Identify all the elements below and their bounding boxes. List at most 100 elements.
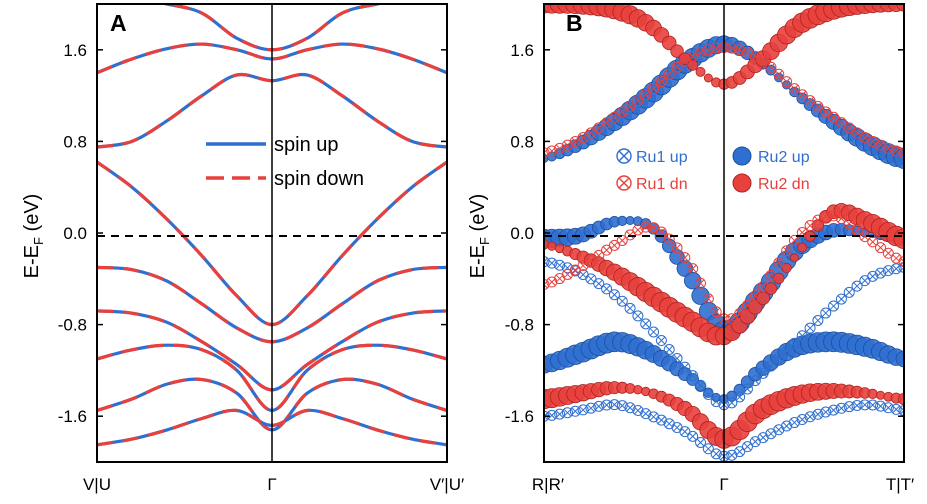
point-ru1-up [569,405,581,417]
point-ru1-up [812,314,824,326]
point-ru2-dn [896,4,904,12]
point-ru1-dn [601,244,613,256]
point-ru1-dn [616,234,628,246]
panel-b-xtick-2: T|T′ [886,475,914,494]
point-ru1-up [867,399,879,411]
point-ru1-up [749,375,761,387]
point-ru1-dn [593,249,605,261]
point-ru1-up [702,443,714,455]
point-ru1-up [601,283,613,295]
point-ru1-up [585,402,597,414]
point-ru1-up [898,404,904,416]
point-ru1-dn [554,273,566,285]
point-ru1-up [749,436,761,448]
panel-b-yticks: 1.6 0.8 0.0 -0.8 -1.6 [505,41,904,426]
point-ru1-dn [773,68,785,80]
point-ru1-up [663,418,675,430]
panel-a-yticks: 1.6 0.8 0.0 -0.8 -1.6 [58,41,447,426]
panel-b-ytick-label: 1.6 [510,41,534,60]
point-ru1-up [820,307,832,319]
point-ru1-up [820,406,832,418]
panel-b: 1.6 0.8 0.0 -0.8 -1.6 R|R′ Γ T|T′ B E-EF (eV… [467,3,914,494]
point-ru1-up [608,289,620,301]
legend-ru2-dn-label: Ru2 dn [758,176,810,193]
point-ru1-dn [734,308,746,320]
panel-a: 1.6 0.8 0.0 -0.8 -1.6 V|U Γ V′|U′ A E-EF (eV… [21,3,464,494]
point-ru1-up [679,426,691,438]
point-ru1-up [843,401,855,413]
panel-a-legend: spin up spin down [206,134,364,190]
legend-spin-up-label: spin up [274,134,339,156]
point-ru1-dn [757,281,769,293]
point-ru1-dn [820,106,832,118]
point-ru1-dn [726,313,738,325]
point-ru1-dn [773,257,785,269]
point-ru1-up [741,383,753,395]
point-ru2-dn [547,241,557,251]
point-ru2-up [691,286,710,305]
point-ru1-up [601,399,613,411]
point-ru1-up [734,391,746,403]
point-ru1-up [648,326,660,338]
point-ru1-up [695,436,707,448]
point-ru2-dn [797,242,808,253]
point-ru1-up [624,302,636,314]
point-ru1-dn [882,247,894,259]
point-ru1-up [585,273,597,285]
point-ru1-dn [671,242,683,254]
point-ru1-dn [890,145,902,157]
point-ru1-up [671,352,683,364]
point-ru1-dn [585,127,597,139]
point-ru1-up [828,404,840,416]
legend-spin-down-label: spin down [274,168,364,190]
legend-ru2-dn-marker [732,173,752,193]
point-ru1-up [765,428,777,440]
panel-a-xtick-1: Γ [267,475,276,494]
point-ru1-up [851,280,863,292]
point-ru1-up [544,256,550,268]
point-ru1-dn [710,306,722,318]
panel-b-label: B [566,10,583,36]
panel-b-xtick-0: R|R′ [532,475,564,494]
point-ru2-dn [867,388,878,400]
point-ru1-up [835,402,847,414]
point-ru1-up [577,404,589,416]
point-ru1-up [859,399,871,411]
point-ru1-dn [898,147,904,159]
point-ru1-up [726,397,738,409]
point-ru1-up [687,370,699,382]
point-ru1-dn [890,252,902,264]
point-ru1-dn [702,44,714,56]
point-ru1-up [765,360,777,372]
panel-a-xtick-0: V|U [83,475,111,494]
point-ru1-dn [710,42,722,54]
panel-b-ytick-label: 0.0 [510,224,534,243]
panel-b-bands [544,4,904,462]
point-ru1-dn [835,213,847,225]
point-ru1-up [898,261,904,273]
point-ru1-dn [788,234,800,246]
panel-a-xtick-2: V′|U′ [430,475,464,494]
panel-a-ylabel: E-EF (eV) [21,194,46,279]
point-ru1-dn [679,55,691,67]
point-ru1-dn [624,100,636,112]
point-ru1-up [577,269,589,281]
band-7-spin-down [97,377,447,432]
point-ru1-up [616,295,628,307]
point-ru1-up [726,449,738,461]
point-ru1-up [859,275,871,287]
point-ru1-dn [804,95,816,107]
point-ru1-dn [632,95,644,107]
point-ru1-dn [851,127,863,139]
point-ru2-dn [633,384,643,395]
point-ru1-up [671,422,683,434]
panel-a-ytick-label: 0.8 [63,132,87,151]
legend-ru2-up-marker [732,146,752,166]
legend-ru1-dn-label: Ru1 dn [636,176,688,193]
point-ru1-up [843,286,855,298]
point-ru1-up [741,441,753,453]
point-ru2-dn [670,44,684,58]
point-ru1-dn [544,147,550,159]
point-ru1-dn [648,83,660,95]
point-ru2-dn [695,66,706,77]
